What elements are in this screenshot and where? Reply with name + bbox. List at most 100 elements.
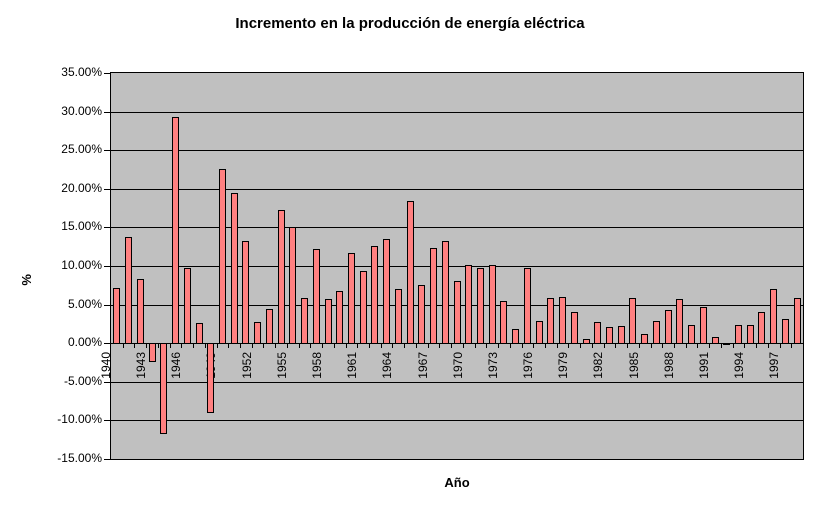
y-axis-tick <box>104 112 110 113</box>
x-tick-label-text: 1946 <box>169 352 183 379</box>
bar-1980 <box>582 339 590 345</box>
x-axis-tick <box>486 344 487 348</box>
x-axis-tick <box>733 344 734 348</box>
x-tick-label-text: 1964 <box>380 352 394 379</box>
y-axis-title: % <box>19 272 34 292</box>
x-tick-label: 1943 <box>134 349 149 401</box>
chart-title: Incremento en la producción de energía e… <box>235 15 585 32</box>
bar-1958 <box>324 299 332 345</box>
x-axis-tick <box>721 344 722 348</box>
y-tick-label: 15.00% <box>61 219 102 233</box>
x-tick-label: 1997 <box>767 349 782 401</box>
x-tick-label: 1982 <box>591 349 606 401</box>
x-tick-label-text: 1988 <box>662 352 676 379</box>
bar-1945 <box>172 117 179 345</box>
x-tick-label: 1976 <box>521 349 536 401</box>
x-tick-label: 1970 <box>451 349 466 401</box>
x-axis-tick <box>240 344 241 348</box>
y-tick-label: -15.00% <box>57 451 102 465</box>
y-axis-tick <box>104 382 110 383</box>
x-axis-tick <box>662 344 663 348</box>
x-axis-tick <box>697 344 698 348</box>
bar-1941 <box>125 236 133 345</box>
y-tick-label: -10.00% <box>57 412 102 426</box>
x-axis-tick <box>181 344 182 348</box>
x-tick-label-text: 1958 <box>310 352 324 379</box>
bar-1984 <box>629 298 637 345</box>
bar-1996 <box>770 289 778 345</box>
x-tick-label-text: 1967 <box>416 352 430 379</box>
x-axis-tick <box>580 344 581 348</box>
bar-1955 <box>289 227 297 345</box>
x-tick-label-text: 1973 <box>486 352 500 379</box>
x-axis-tick <box>498 344 499 348</box>
bar-1951 <box>242 240 250 345</box>
x-axis-tick <box>275 344 276 348</box>
bar-1952 <box>254 321 262 345</box>
y-tick-label: 5.00% <box>67 297 102 311</box>
bar-1978 <box>559 296 567 345</box>
x-axis-tick <box>768 344 769 348</box>
x-axis-tick <box>674 344 675 348</box>
x-axis-tick <box>193 344 194 348</box>
x-tick-label-text: 1985 <box>627 352 641 379</box>
x-tick-label: 1967 <box>416 349 431 401</box>
bar-1987 <box>664 310 672 345</box>
gridline <box>111 266 803 267</box>
x-tick-label-text: 1961 <box>345 352 359 379</box>
x-axis-tick <box>475 344 476 348</box>
x-axis-tick <box>568 344 569 348</box>
y-axis-tick <box>104 73 110 74</box>
x-axis-tick <box>299 344 300 348</box>
x-axis-tick <box>533 344 534 348</box>
bar-1966 <box>418 285 426 345</box>
x-axis-tick <box>205 344 206 348</box>
bar-1981 <box>594 322 602 345</box>
x-axis-tick <box>228 344 229 348</box>
x-axis-tick <box>217 344 218 348</box>
x-axis-tick <box>627 344 628 348</box>
y-axis-tick <box>104 150 110 151</box>
x-axis-tick <box>545 344 546 348</box>
x-axis-tick <box>381 344 382 348</box>
x-tick-label: 1988 <box>662 349 677 401</box>
x-axis-tick <box>639 344 640 348</box>
bar-1957 <box>312 249 320 345</box>
x-axis-tick <box>604 344 605 348</box>
bar-1998 <box>793 297 801 345</box>
x-tick-label-text: 1997 <box>767 352 781 379</box>
bar-1964 <box>394 289 402 345</box>
x-axis-tick <box>780 344 781 348</box>
y-axis-tick <box>104 343 110 344</box>
bar-1950 <box>230 192 238 345</box>
x-axis-tick <box>791 344 792 348</box>
gridline <box>111 227 803 228</box>
x-tick-label: 1961 <box>345 349 360 401</box>
x-axis-tick <box>615 344 616 348</box>
bar-1970 <box>465 264 473 345</box>
y-axis-tick <box>104 227 110 228</box>
x-axis-tick <box>357 344 358 348</box>
bar-1947 <box>195 323 203 345</box>
x-axis-tick <box>170 344 171 348</box>
x-axis-tick <box>651 344 652 348</box>
x-tick-label-text: 1940 <box>99 352 113 379</box>
bar-1953 <box>265 309 273 345</box>
plot-area <box>110 72 804 460</box>
x-tick-label: 1958 <box>310 349 325 401</box>
x-axis-tick <box>451 344 452 348</box>
bar-1975 <box>523 268 531 345</box>
x-tick-label: 1991 <box>697 349 712 401</box>
gridline <box>111 189 803 190</box>
x-tick-label-text: 1976 <box>521 352 535 379</box>
x-axis-tick <box>369 344 370 348</box>
x-axis-tick <box>557 344 558 348</box>
bar-1982 <box>606 327 613 345</box>
x-tick-label: 1994 <box>732 349 747 401</box>
bar-1991 <box>711 337 719 345</box>
bar-1990 <box>699 306 707 345</box>
x-tick-label: 1955 <box>275 349 290 401</box>
bar-1940 <box>113 287 121 345</box>
x-axis-tick <box>744 344 745 348</box>
bar-1967 <box>430 247 437 345</box>
